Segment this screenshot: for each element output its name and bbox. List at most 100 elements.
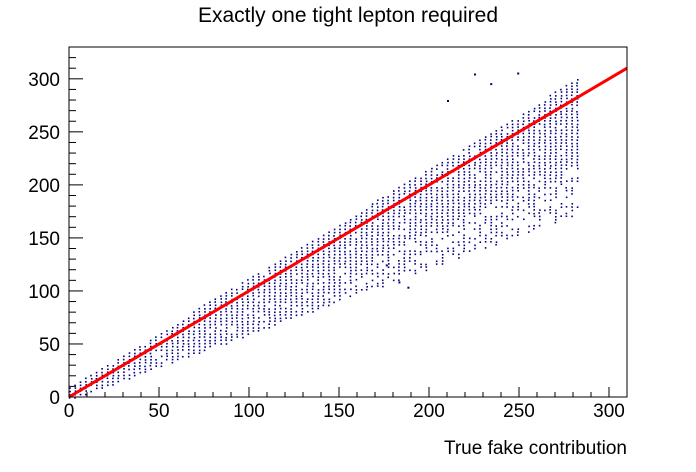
- data-point: [468, 222, 471, 224]
- data-point: [187, 352, 190, 355]
- data-point: [382, 244, 385, 247]
- data-point: [544, 129, 546, 132]
- data-point: [571, 107, 574, 110]
- data-point: [511, 186, 514, 189]
- data-point: [511, 234, 514, 237]
- data-point: [533, 158, 535, 160]
- data-point: [419, 196, 422, 199]
- data-point: [533, 224, 535, 227]
- data-point: [528, 225, 530, 228]
- data-point: [425, 250, 428, 253]
- data-point: [490, 218, 493, 221]
- data-point: [355, 292, 358, 294]
- data-point: [252, 317, 255, 319]
- data-point: [392, 247, 395, 249]
- data-point: [285, 288, 287, 291]
- data-point: [214, 339, 216, 342]
- data-point: [301, 269, 303, 272]
- data-point: [495, 225, 497, 227]
- data-point: [344, 241, 346, 243]
- data-point: [69, 390, 71, 393]
- data-point: [506, 145, 508, 147]
- data-point: [446, 231, 449, 233]
- data-point: [360, 219, 363, 221]
- data-point: [387, 199, 389, 202]
- data-point: [409, 257, 411, 259]
- data-point: [279, 260, 282, 262]
- data-point: [252, 279, 254, 281]
- data-point: [247, 282, 250, 285]
- data-point: [171, 333, 173, 335]
- data-point: [241, 311, 244, 313]
- data-point: [377, 206, 379, 208]
- data-point: [452, 183, 455, 186]
- data-point: [247, 286, 249, 288]
- data-point: [328, 256, 331, 259]
- data-point: [501, 170, 503, 173]
- data-point: [150, 362, 152, 364]
- data-point: [360, 241, 362, 243]
- data-point: [376, 272, 379, 275]
- data-point: [338, 279, 341, 281]
- data-point: [198, 327, 200, 329]
- data-point: [565, 135, 568, 138]
- data-point: [247, 333, 250, 335]
- data-point: [452, 234, 454, 236]
- data-point: [523, 180, 525, 183]
- data-point: [495, 148, 497, 151]
- data-point: [425, 180, 428, 183]
- data-point: [484, 177, 487, 179]
- data-point: [457, 171, 460, 173]
- data-point: [441, 260, 444, 262]
- data-point: [403, 266, 406, 269]
- data-point: [107, 384, 109, 387]
- data-point: [495, 190, 497, 193]
- data-point: [387, 196, 389, 198]
- data-point: [339, 263, 341, 265]
- data-point: [560, 113, 562, 115]
- data-point: [376, 247, 378, 250]
- data-point: [501, 190, 503, 193]
- data-point: [490, 193, 492, 196]
- data-point: [360, 247, 363, 249]
- data-point: [441, 231, 444, 234]
- data-point: [392, 215, 395, 218]
- data-point: [447, 219, 449, 221]
- data-point: [160, 355, 163, 358]
- data-point: [328, 247, 330, 250]
- data-point: [392, 219, 395, 221]
- data-point: [150, 355, 152, 358]
- data-point: [522, 187, 525, 189]
- data-point: [533, 126, 535, 128]
- data-point: [144, 356, 147, 358]
- data-point: [203, 330, 206, 332]
- data-point: [528, 193, 530, 196]
- data-point: [398, 196, 400, 199]
- data-point: [506, 193, 509, 195]
- data-point: [495, 206, 497, 208]
- data-point: [193, 330, 195, 333]
- data-point: [431, 244, 433, 247]
- data-point: [339, 276, 341, 278]
- data-point: [576, 84, 578, 87]
- data-point: [236, 336, 239, 338]
- data-point: [388, 263, 390, 265]
- data-point: [269, 317, 271, 319]
- data-point: [452, 253, 454, 255]
- data-point: [333, 295, 336, 297]
- data-point: [252, 307, 254, 310]
- data-point: [306, 304, 309, 307]
- data-point: [355, 231, 357, 234]
- data-point: [123, 374, 125, 377]
- data-point: [215, 314, 217, 316]
- data-point: [425, 247, 428, 249]
- data-point: [376, 209, 379, 212]
- data-point: [392, 199, 395, 202]
- data-point: [382, 240, 385, 243]
- data-point: [134, 365, 136, 367]
- data-point: [236, 326, 239, 329]
- data-point: [571, 142, 573, 145]
- data-point: [301, 276, 304, 278]
- data-point: [419, 205, 422, 208]
- data-point: [576, 180, 579, 183]
